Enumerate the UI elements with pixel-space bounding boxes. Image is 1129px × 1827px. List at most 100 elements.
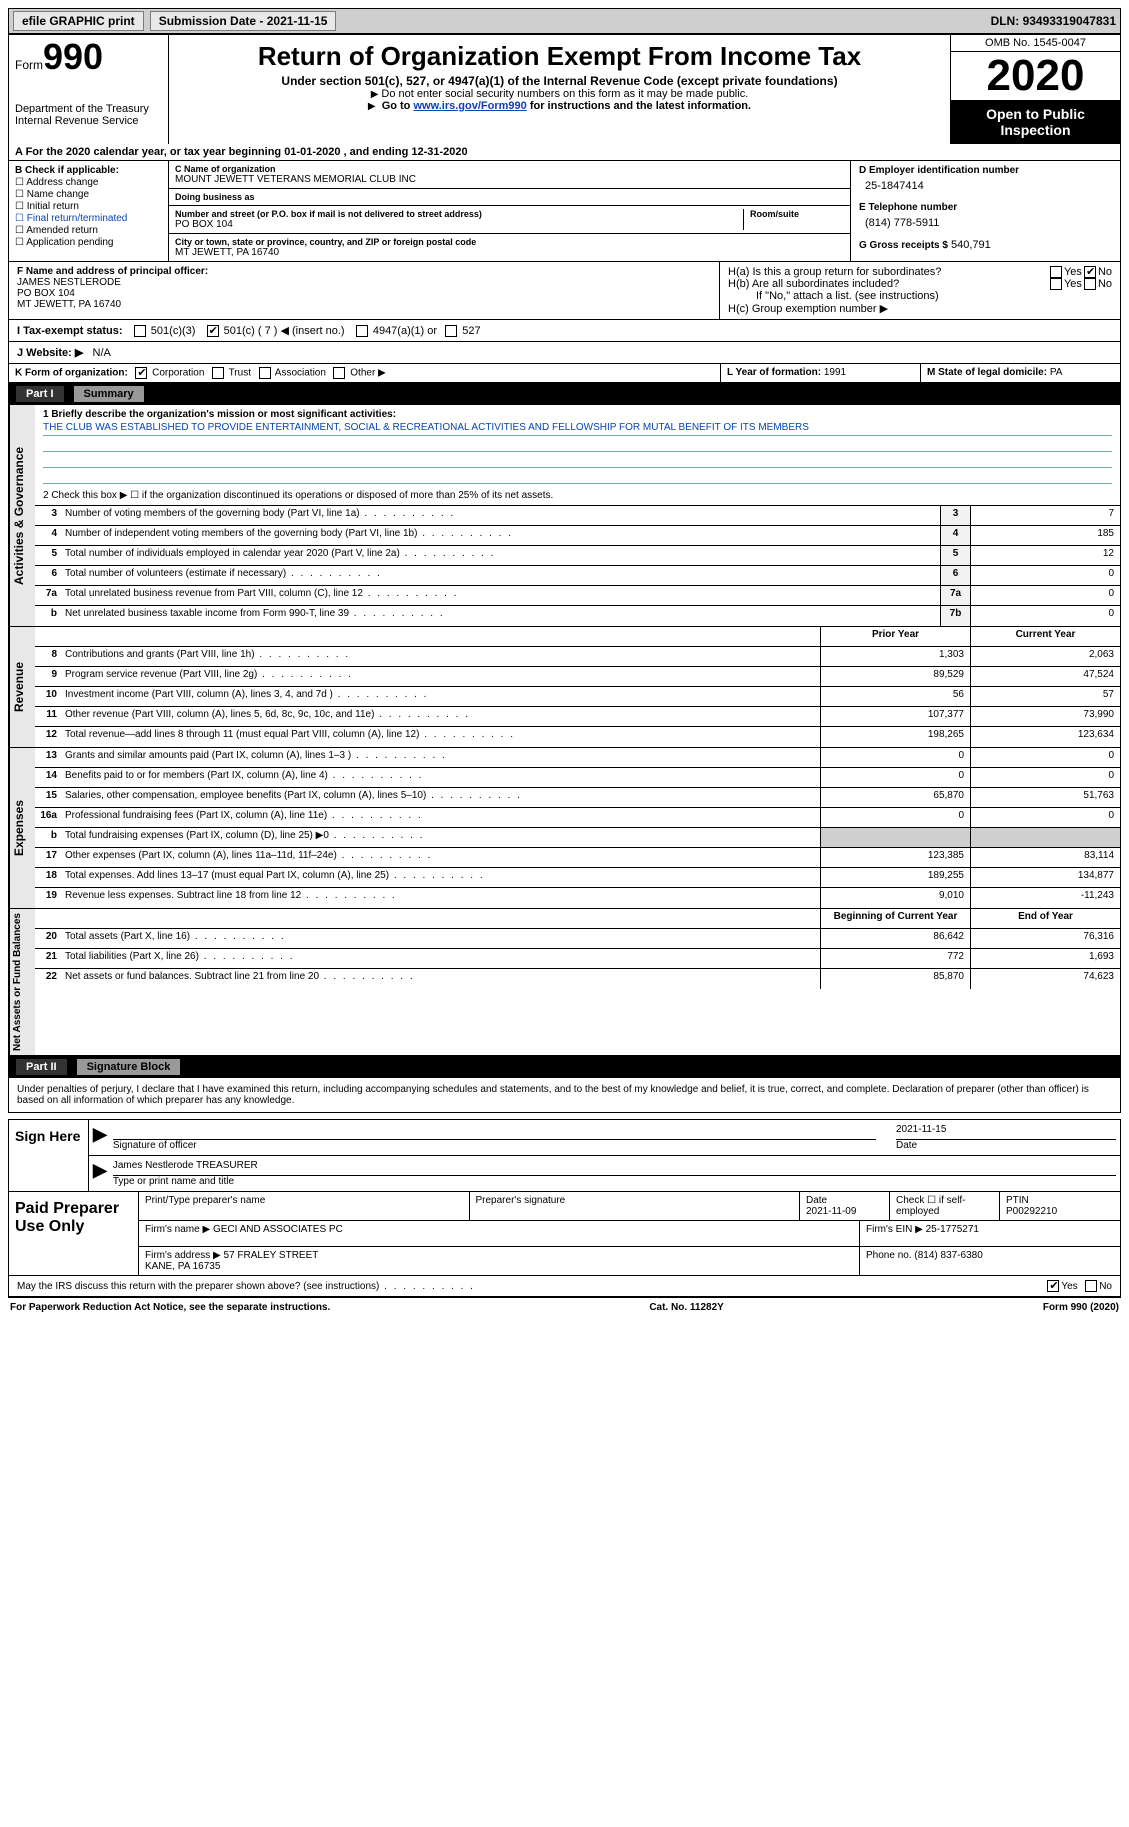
row-prior: 86,642 (820, 929, 970, 948)
part1-title: Summary (74, 386, 144, 402)
submission-date: 2021-11-15 (267, 14, 328, 28)
chk-initial-return[interactable]: Initial return (15, 201, 162, 212)
opt-501c: 501(c) ( 7 ) ◀ (insert no.) (224, 325, 345, 337)
row-text: Other expenses (Part IX, column (A), lin… (61, 848, 820, 867)
chk-501c3[interactable] (134, 325, 146, 337)
irs-link[interactable]: www.irs.gov/Form990 (413, 100, 526, 112)
ha-yes[interactable] (1050, 266, 1062, 278)
ein-value: 25-1847414 (865, 180, 1112, 192)
discuss-no[interactable] (1085, 1280, 1097, 1292)
box-c: C Name of organization MOUNT JEWETT VETE… (169, 161, 850, 261)
gov-row: 4 Number of independent voting members o… (35, 526, 1120, 546)
row-num: 17 (35, 848, 61, 867)
header-title-block: Return of Organization Exempt From Incom… (169, 35, 950, 144)
chk-501c[interactable] (207, 325, 219, 337)
row-text: Salaries, other compensation, employee b… (61, 788, 820, 807)
row-prior: 107,377 (820, 707, 970, 726)
row-prior: 772 (820, 949, 970, 968)
blank-num (35, 909, 61, 928)
table-row: 21 Total liabilities (Part X, line 26) 7… (35, 949, 1120, 969)
row-text: Investment income (Part VIII, column (A)… (61, 687, 820, 706)
officer-signature-line[interactable] (113, 1124, 876, 1140)
gov-row: b Net unrelated business taxable income … (35, 606, 1120, 626)
dept-treasury: Department of the Treasury Internal Reve… (15, 103, 162, 127)
row-value: 185 (970, 526, 1120, 545)
tax-year: 2020 (951, 52, 1120, 100)
box-b-label: B Check if applicable: (15, 165, 162, 176)
chk-corp[interactable] (135, 367, 147, 379)
table-row: 9 Program service revenue (Part VIII, li… (35, 667, 1120, 687)
submission-date-button[interactable]: Submission Date - 2021-11-15 (150, 11, 337, 31)
mission-blank1 (43, 438, 1112, 452)
row-current: 1,693 (970, 949, 1120, 968)
row-prior: 189,255 (820, 868, 970, 887)
paid-preparer-block: Paid Preparer Use Only Print/Type prepar… (8, 1192, 1121, 1276)
website-value: N/A (93, 347, 111, 359)
blank-text (61, 627, 820, 646)
chk-name-change[interactable]: Name change (15, 189, 162, 200)
chk-trust[interactable] (212, 367, 224, 379)
row-prior: 0 (820, 808, 970, 827)
chk-527[interactable] (445, 325, 457, 337)
street-label: Number and street (or P.O. box if mail i… (175, 209, 737, 219)
line-k: K Form of organization: Corporation Trus… (9, 364, 720, 382)
row-text: Grants and similar amounts paid (Part IX… (61, 748, 820, 767)
header-right-block: OMB No. 1545-0047 2020 Open to Public In… (950, 35, 1120, 144)
yes-label-2: Yes (1064, 278, 1082, 290)
no-label: No (1098, 266, 1112, 278)
row-num: 4 (35, 526, 61, 545)
chk-other[interactable] (333, 367, 345, 379)
row-current: 83,114 (970, 848, 1120, 867)
col-prior-year: Prior Year (820, 627, 970, 646)
dln: DLN: 93493319047831 (991, 14, 1116, 28)
row-num: 10 (35, 687, 61, 706)
chk-final-return[interactable]: Final return/terminated (15, 213, 162, 224)
dln-label: DLN: (991, 14, 1023, 28)
form-number: 990 (43, 36, 103, 77)
chk-4947[interactable] (356, 325, 368, 337)
ha-no[interactable] (1084, 266, 1096, 278)
row-prior: 0 (820, 768, 970, 787)
table-row: 20 Total assets (Part X, line 16) 86,642… (35, 929, 1120, 949)
city-label: City or town, state or province, country… (175, 237, 844, 247)
discuss-yes[interactable] (1047, 1280, 1059, 1292)
box-f: F Name and address of principal officer:… (9, 262, 720, 319)
prep-self-employed[interactable]: Check ☐ if self-employed (890, 1192, 1000, 1220)
chk-amended[interactable]: Amended return (15, 225, 162, 236)
row-text: Number of voting members of the governin… (61, 506, 940, 525)
opt-4947: 4947(a)(1) or (373, 325, 437, 337)
opt-501c3: 501(c)(3) (151, 325, 196, 337)
part1-header: Part I Summary (8, 383, 1121, 405)
efile-print-button[interactable]: efile GRAPHIC print (13, 11, 144, 31)
sig-officer-label: Signature of officer (113, 1140, 876, 1151)
form-id-block: Form990 Department of the Treasury Inter… (9, 35, 169, 144)
line-a: A For the 2020 calendar year, or tax yea… (9, 144, 1120, 161)
chk-assoc[interactable] (259, 367, 271, 379)
omb-number: OMB No. 1545-0047 (951, 35, 1120, 52)
hb-no[interactable] (1084, 278, 1096, 290)
footer-pra: For Paperwork Reduction Act Notice, see … (10, 1302, 330, 1313)
footer-form: Form 990 (2020) (1043, 1302, 1119, 1313)
chk-address-change[interactable]: Address change (15, 177, 162, 188)
line-m: M State of legal domicile: PA (920, 364, 1120, 382)
row-num: 3 (35, 506, 61, 525)
row-text: Total revenue—add lines 8 through 11 (mu… (61, 727, 820, 747)
row-prior: 9,010 (820, 888, 970, 908)
ptin-label: PTIN (1006, 1195, 1114, 1206)
table-row: 8 Contributions and grants (Part VIII, l… (35, 647, 1120, 667)
ptin-value: P00292210 (1006, 1206, 1114, 1217)
paid-preparer-label: Paid Preparer Use Only (9, 1192, 139, 1275)
chk-app-pending[interactable]: Application pending (15, 237, 162, 248)
row-value: 7 (970, 506, 1120, 525)
table-row: b Total fundraising expenses (Part IX, c… (35, 828, 1120, 848)
submission-label: Submission Date - (159, 14, 267, 28)
firm-ein-label: Firm's EIN ▶ (866, 1224, 923, 1235)
goto-line: Go to www.irs.gov/Form990 for instructio… (177, 100, 942, 112)
row-text: Benefits paid to or for members (Part IX… (61, 768, 820, 787)
row-current: 2,063 (970, 647, 1120, 666)
sign-here-label: Sign Here (9, 1120, 89, 1191)
sig-date-value: 2021-11-15 (896, 1124, 1116, 1140)
hb-yes[interactable] (1050, 278, 1062, 290)
q1-label: 1 Briefly describe the organization's mi… (43, 409, 396, 420)
row-num: 18 (35, 868, 61, 887)
